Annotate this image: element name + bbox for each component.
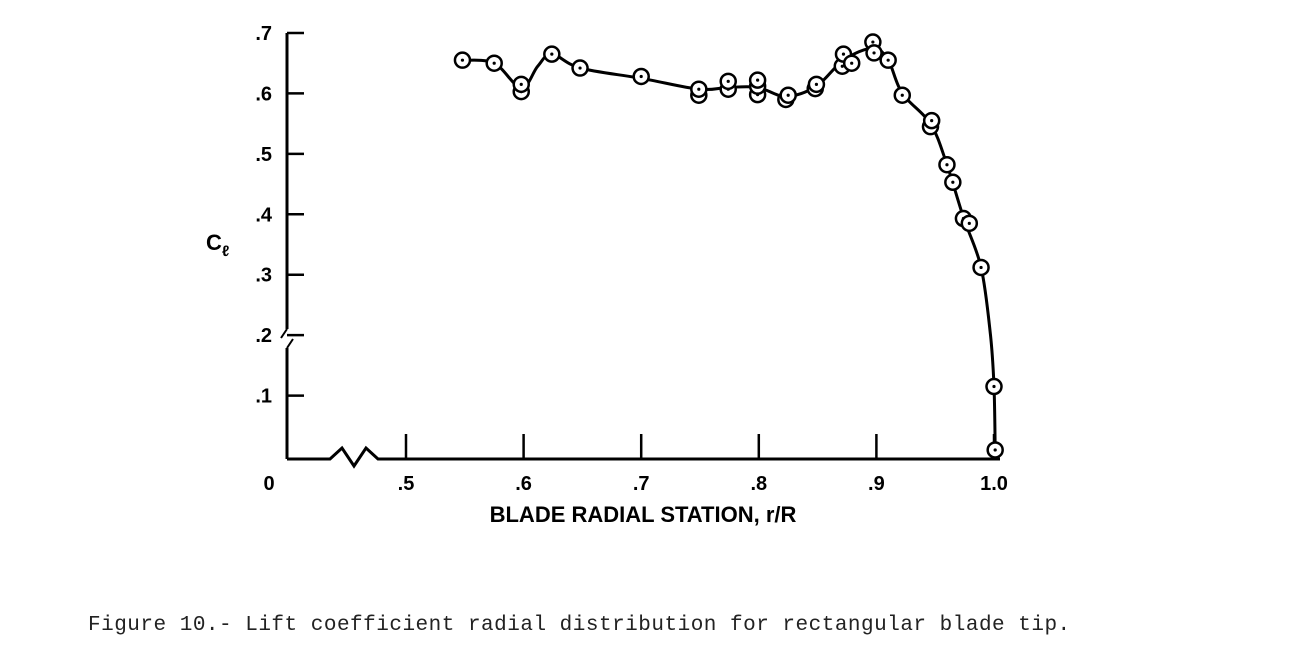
x-axis-title: BLADE RADIAL STATION, r/R xyxy=(490,502,797,527)
data-point-dot xyxy=(871,40,875,44)
y-tick-label: .1 xyxy=(255,386,272,408)
data-point-dot xyxy=(886,58,890,62)
x-tick-label: .7 xyxy=(633,473,650,495)
y-tick-label: .7 xyxy=(255,23,272,45)
data-point xyxy=(842,54,861,72)
data-point-dot xyxy=(697,87,701,91)
data-point-dot xyxy=(872,51,876,55)
data-point xyxy=(986,441,1004,459)
data-point xyxy=(779,86,797,104)
data-point xyxy=(543,45,561,63)
data-point-dot xyxy=(460,58,465,62)
y-ticks: .1 .2 .3 .4 .5 .6 .7 xyxy=(255,23,304,408)
data-point xyxy=(512,75,530,94)
data-point xyxy=(972,258,990,277)
data-point xyxy=(944,173,962,192)
data-point-dot xyxy=(840,64,844,68)
data-point-dot xyxy=(814,82,819,86)
data-point-dot xyxy=(639,74,643,79)
data-point-dot xyxy=(993,448,997,452)
data-point xyxy=(985,377,1003,396)
data-point xyxy=(879,51,897,69)
data-point xyxy=(865,44,883,62)
data-point-dot xyxy=(900,93,904,97)
data-point-dot xyxy=(578,66,582,70)
data-point-dot xyxy=(945,163,949,167)
x-tick-label: .5 xyxy=(398,473,415,495)
data-point xyxy=(938,155,956,174)
x-ticks: 0 .5 .6 .7 .8 .9 1.0 xyxy=(263,434,1008,495)
data-point-dot xyxy=(930,119,934,123)
data-point xyxy=(960,214,979,233)
data-point xyxy=(485,54,503,72)
data-point-dot xyxy=(492,61,496,65)
y-axis-title-sub: ℓ xyxy=(222,243,229,260)
data-point-dot xyxy=(756,78,760,82)
x-tick-label: .8 xyxy=(750,473,767,495)
data-point-dot xyxy=(979,265,983,270)
data-point-dot xyxy=(967,221,971,225)
x-axis xyxy=(287,445,1000,469)
data-point-dot xyxy=(951,180,955,184)
chart: .1 .2 .3 .4 .5 .6 .7 0 .5 .6 .7 .8 .9 1.0 Cℓ BLADE R… xyxy=(206,23,1008,527)
data-point xyxy=(807,75,826,94)
x-tick-label: 0 xyxy=(263,473,274,495)
data-point-dot xyxy=(519,82,523,86)
data-point-dot xyxy=(550,52,554,56)
figure-caption: Figure 10.- Lift coefficient radial dist… xyxy=(88,614,1071,637)
y-tick-label: .6 xyxy=(255,83,272,105)
data-point xyxy=(719,72,737,91)
data-point-dot xyxy=(992,384,996,389)
data-point-dot xyxy=(841,52,846,56)
x-tick-label: .6 xyxy=(515,473,532,495)
y-axis-break-mark xyxy=(280,328,294,349)
data-markers xyxy=(453,33,1004,459)
y-tick-label: .4 xyxy=(255,204,273,226)
series-curve xyxy=(462,46,997,451)
y-axis-title: Cℓ xyxy=(206,230,229,260)
data-point xyxy=(893,86,912,104)
data-point xyxy=(690,80,708,98)
data-point xyxy=(632,67,650,86)
data-point xyxy=(748,71,767,89)
data-point-dot xyxy=(726,79,730,83)
data-point xyxy=(571,59,589,77)
data-point-dot xyxy=(850,61,854,65)
y-tick-label: .5 xyxy=(255,144,272,166)
data-point-dot xyxy=(786,93,790,97)
y-axis-title-main: C xyxy=(206,230,222,255)
x-tick-label: 1.0 xyxy=(980,473,1008,495)
data-point xyxy=(922,111,941,130)
y-tick-label: .3 xyxy=(255,265,272,287)
y-tick-label: .2 xyxy=(255,325,272,347)
x-tick-label: .9 xyxy=(868,473,885,495)
data-point xyxy=(453,51,472,69)
